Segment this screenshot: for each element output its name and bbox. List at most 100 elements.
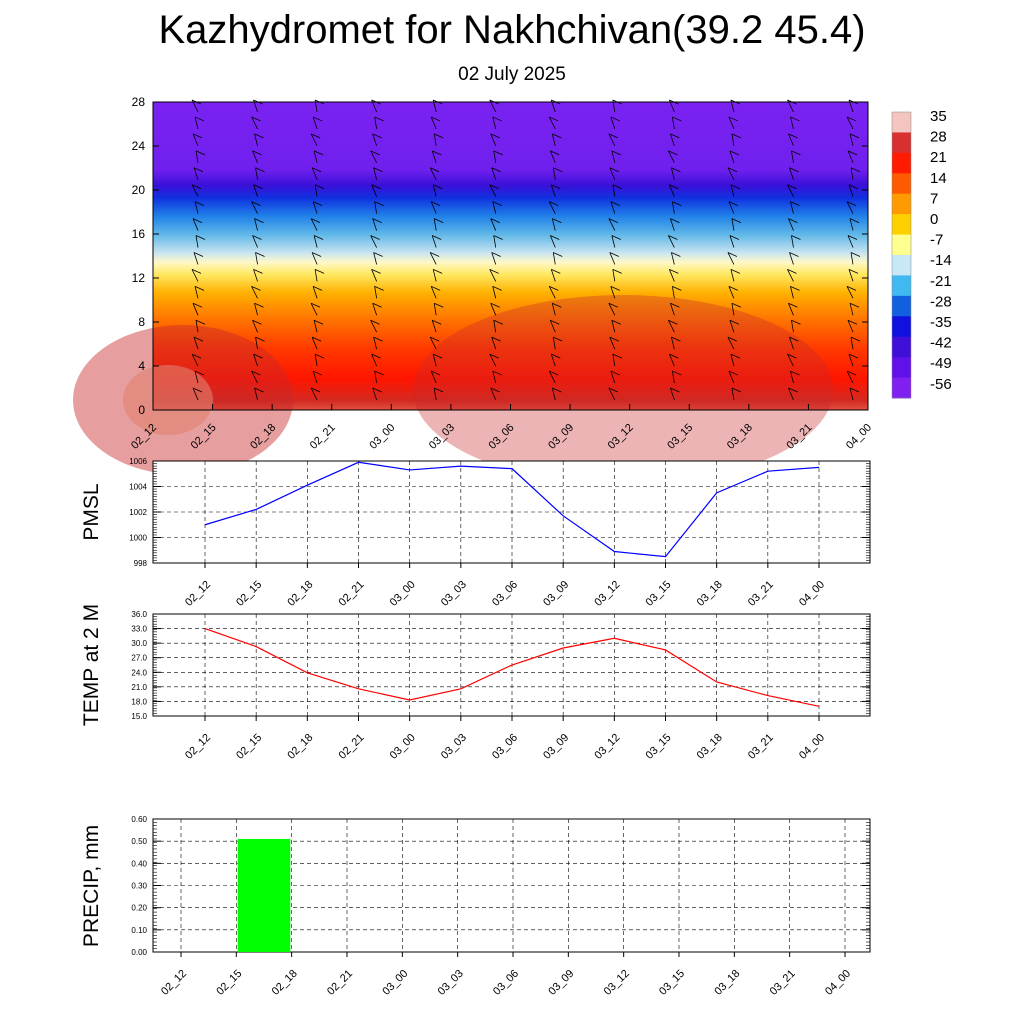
wind-barb bbox=[550, 353, 556, 367]
wind-barb-feather bbox=[727, 336, 738, 342]
wind-barb-feather bbox=[729, 150, 740, 156]
x-tick-label: 02_21 bbox=[337, 732, 367, 762]
wind-barb bbox=[429, 252, 437, 265]
wind-barb bbox=[252, 235, 258, 248]
wind-barb bbox=[312, 370, 318, 384]
wind-barb bbox=[431, 235, 437, 248]
wind-barb-feather bbox=[669, 269, 679, 274]
y-tick-label: 24 bbox=[132, 139, 146, 153]
wind-barb-feather bbox=[254, 218, 264, 223]
wind-barb-feather bbox=[433, 269, 443, 274]
wind-barb-feather bbox=[550, 319, 560, 325]
wind-barb-feather bbox=[846, 201, 857, 207]
precip-bar bbox=[237, 838, 291, 952]
y-tick-label: 16 bbox=[132, 227, 146, 241]
wind-barb-feather bbox=[374, 285, 384, 291]
wind-barb bbox=[789, 337, 794, 350]
wind-barb bbox=[429, 336, 437, 350]
wind-barb bbox=[611, 150, 616, 163]
wind-barb-feather bbox=[849, 387, 860, 393]
wind-barb-feather bbox=[551, 353, 561, 359]
wind-barb-feather bbox=[194, 201, 205, 207]
wind-barb bbox=[314, 184, 318, 197]
wind-barb-feather bbox=[430, 252, 440, 257]
wind-barb-feather bbox=[310, 302, 321, 308]
wind-barb-feather bbox=[194, 116, 205, 122]
wind-barb-feather bbox=[312, 285, 323, 291]
wind-barb-feather bbox=[251, 116, 261, 122]
wind-barb bbox=[191, 184, 199, 197]
wind-barb bbox=[608, 133, 616, 147]
wind-barb bbox=[846, 116, 854, 130]
wind-barb-feather bbox=[671, 336, 681, 342]
wind-barb-feather bbox=[550, 150, 560, 156]
y-tick-label: 0 bbox=[138, 403, 145, 417]
wind-barb-feather bbox=[849, 302, 860, 308]
wind-barb-feather bbox=[672, 201, 682, 207]
wind-barb-feather bbox=[672, 116, 682, 122]
wind-barb-feather bbox=[610, 116, 620, 122]
wind-barb-feather bbox=[374, 370, 384, 376]
wind-barb bbox=[850, 337, 854, 350]
wind-barb bbox=[373, 252, 378, 265]
wind-barb bbox=[193, 337, 199, 350]
wind-barb-feather bbox=[192, 302, 203, 308]
wind-barb-feather bbox=[493, 150, 503, 156]
x-tick-label: 03_09 bbox=[541, 732, 571, 762]
wind-barb-feather bbox=[490, 387, 500, 393]
wind-barb bbox=[849, 387, 854, 401]
wind-barb-feather bbox=[610, 285, 620, 291]
wind-barb bbox=[671, 286, 675, 299]
wind-barb-feather bbox=[608, 218, 618, 223]
wind-barb bbox=[787, 269, 794, 282]
wind-barb bbox=[431, 150, 437, 163]
wind-barb-feather bbox=[552, 218, 562, 223]
wind-barb bbox=[310, 303, 318, 316]
wind-barb-feather bbox=[195, 235, 206, 240]
wind-barb-feather bbox=[551, 269, 561, 274]
x-tick-label: 03_03 bbox=[439, 579, 469, 609]
y-tick-label: 1000 bbox=[129, 534, 147, 543]
wind-barb bbox=[191, 353, 199, 367]
x-tick-label: 03_12 bbox=[592, 579, 622, 609]
wind-barb bbox=[668, 353, 675, 367]
wind-barb-feather bbox=[310, 387, 321, 393]
wind-barb-feather bbox=[312, 201, 323, 207]
y-tick-label: 1002 bbox=[129, 508, 147, 517]
wind-barb bbox=[371, 184, 378, 197]
wind-barb-feather bbox=[433, 184, 443, 190]
wind-barb bbox=[790, 286, 794, 299]
wind-barb bbox=[609, 167, 616, 180]
x-tick-label: 03_18 bbox=[712, 968, 742, 998]
wind-barb-feather bbox=[787, 184, 797, 190]
wind-barb-feather bbox=[610, 370, 620, 376]
wind-barb-feather bbox=[552, 387, 562, 393]
wind-barb bbox=[432, 269, 437, 282]
y-tick-label: 0.10 bbox=[131, 926, 147, 935]
wind-barb bbox=[671, 370, 675, 384]
wind-barb bbox=[374, 370, 378, 384]
wind-barb-feather bbox=[790, 285, 800, 291]
wind-barb-feather bbox=[670, 133, 680, 139]
wind-barb-feather bbox=[791, 319, 801, 325]
wind-barb-feather bbox=[374, 116, 384, 122]
wind-barb bbox=[251, 201, 258, 214]
wind-barb bbox=[729, 150, 735, 163]
colorbar-swatch bbox=[892, 357, 911, 379]
wind-barb bbox=[847, 320, 854, 333]
wind-barb bbox=[669, 303, 675, 316]
wind-barb bbox=[788, 303, 794, 316]
colorbar-swatch bbox=[892, 234, 911, 256]
wind-barb-feather bbox=[311, 336, 322, 342]
x-tick-label: 02_15 bbox=[214, 968, 244, 998]
wind-barb bbox=[789, 252, 794, 265]
wind-barb bbox=[669, 133, 675, 147]
wind-barb-feather bbox=[610, 201, 620, 207]
wind-barb bbox=[790, 116, 794, 130]
x-tick-label: 02_15 bbox=[234, 579, 264, 609]
wind-barb-feather bbox=[612, 184, 622, 190]
wind-barb bbox=[433, 303, 437, 316]
wind-barb-feather bbox=[491, 336, 501, 342]
wind-barb bbox=[492, 370, 497, 384]
